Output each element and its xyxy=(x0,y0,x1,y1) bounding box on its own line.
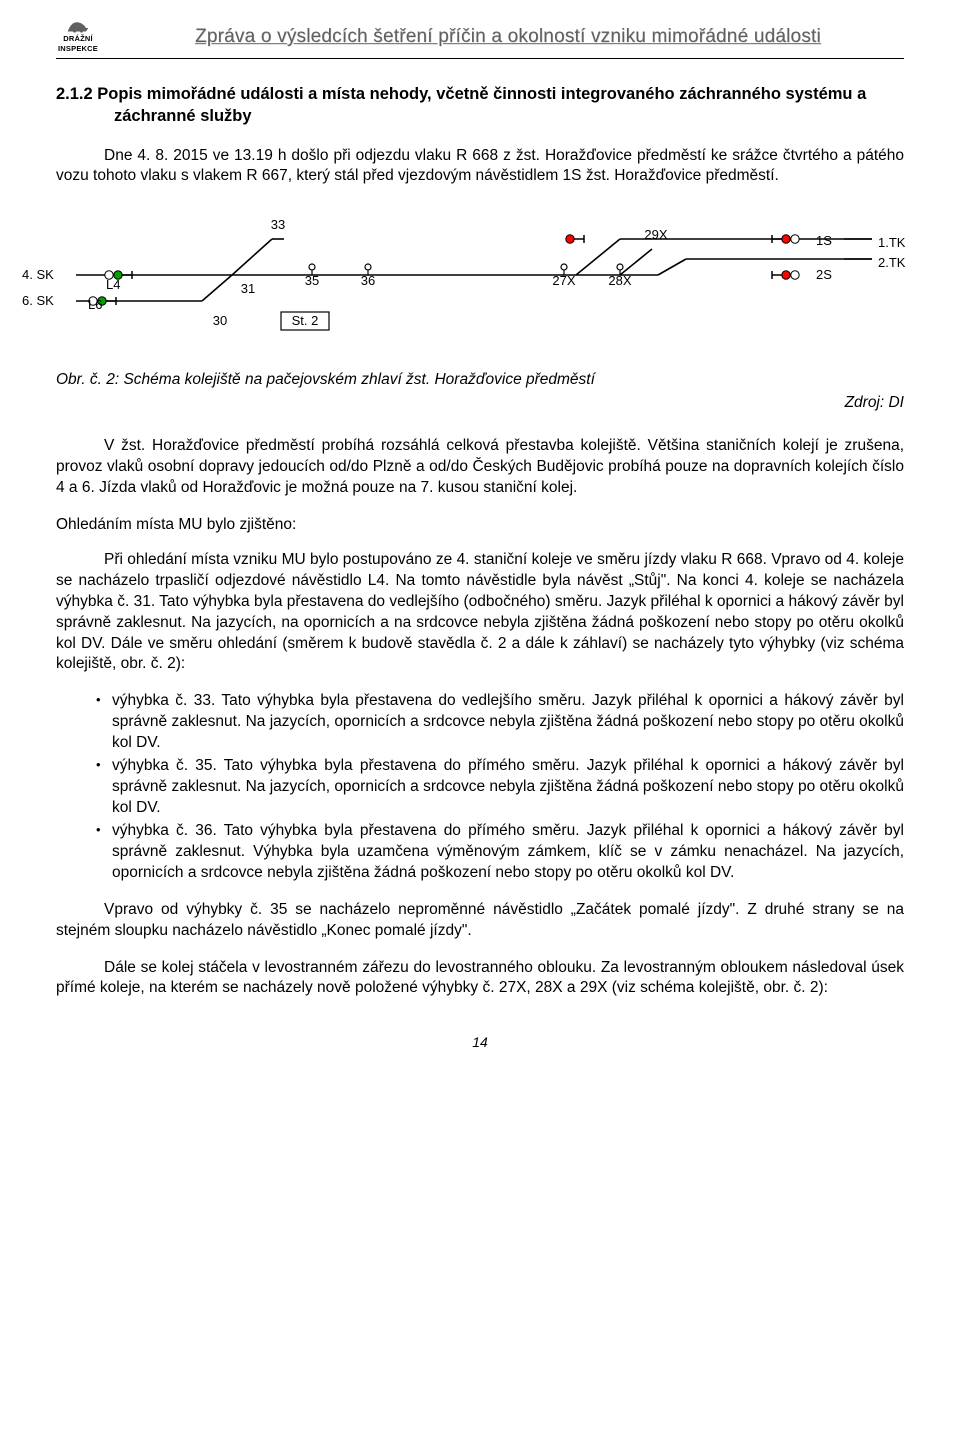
svg-text:36: 36 xyxy=(361,273,375,288)
svg-text:4. SK: 4. SK xyxy=(22,267,54,282)
svg-text:35: 35 xyxy=(305,273,319,288)
section-number: 2.1.2 xyxy=(56,85,93,103)
svg-text:L6: L6 xyxy=(88,297,102,312)
svg-text:6. SK: 6. SK xyxy=(22,293,54,308)
track-diagram: 4. SK 6. SK L4 L6 33 31 30 35 36 St. 2 27X 28X 29X 1S… xyxy=(16,209,904,356)
svg-text:31: 31 xyxy=(241,281,255,296)
paragraph-1: Dne 4. 8. 2015 ve 13.19 h došlo při odje… xyxy=(56,146,904,188)
header-title: Zpráva o výsledcích šetření příčin a oko… xyxy=(112,24,904,50)
svg-text:28X: 28X xyxy=(608,273,631,288)
section-title: Popis mimořádné události a místa nehody,… xyxy=(97,85,866,125)
svg-text:30: 30 xyxy=(213,313,227,328)
svg-text:1.TK: 1.TK xyxy=(878,235,906,250)
svg-text:L4: L4 xyxy=(106,277,120,292)
paragraph-4: Při ohledání místa vzniku MU bylo postup… xyxy=(56,550,904,676)
svg-text:29X: 29X xyxy=(644,227,667,242)
section-heading: 2.1.2 Popis mimořádné události a místa n… xyxy=(56,83,904,128)
page-header: DRÁŽNÍ INSPEKCE Zpráva o výsledcích šetř… xyxy=(56,20,904,59)
paragraph-3-label: Ohledáním místa MU bylo zjištěno: xyxy=(56,515,904,536)
svg-text:St. 2: St. 2 xyxy=(292,313,319,328)
svg-text:2S: 2S xyxy=(816,267,832,282)
paragraph-2: V žst. Horažďovice předměstí probíhá roz… xyxy=(56,436,904,499)
logo-text-1: DRÁŽNÍ xyxy=(63,34,93,44)
bullet-item: výhybka č. 36. Tato výhybka byla přestav… xyxy=(96,821,904,884)
figure-caption: Obr. č. 2: Schéma kolejiště na pačejovsk… xyxy=(56,370,904,391)
document-page: DRÁŽNÍ INSPEKCE Zpráva o výsledcích šetř… xyxy=(0,0,960,1092)
paragraph-5: Vpravo od výhybky č. 35 se nacházelo nep… xyxy=(56,900,904,942)
svg-text:33: 33 xyxy=(271,217,285,232)
svg-text:1S: 1S xyxy=(816,233,832,248)
svg-text:2.TK: 2.TK xyxy=(878,255,906,270)
svg-text:27X: 27X xyxy=(552,273,575,288)
page-number: 14 xyxy=(56,1033,904,1052)
paragraph-6: Dále se kolej stáčela v levostranném zář… xyxy=(56,958,904,1000)
bullet-item: výhybka č. 33. Tato výhybka byla přestav… xyxy=(96,691,904,754)
figure-source: Zdroj: DI xyxy=(56,393,904,414)
agency-logo: DRÁŽNÍ INSPEKCE xyxy=(56,20,100,54)
bullet-item: výhybka č. 35. Tato výhybka byla přestav… xyxy=(96,756,904,819)
bullet-list: výhybka č. 33. Tato výhybka byla přestav… xyxy=(56,691,904,883)
logo-text-2: INSPEKCE xyxy=(58,44,98,54)
